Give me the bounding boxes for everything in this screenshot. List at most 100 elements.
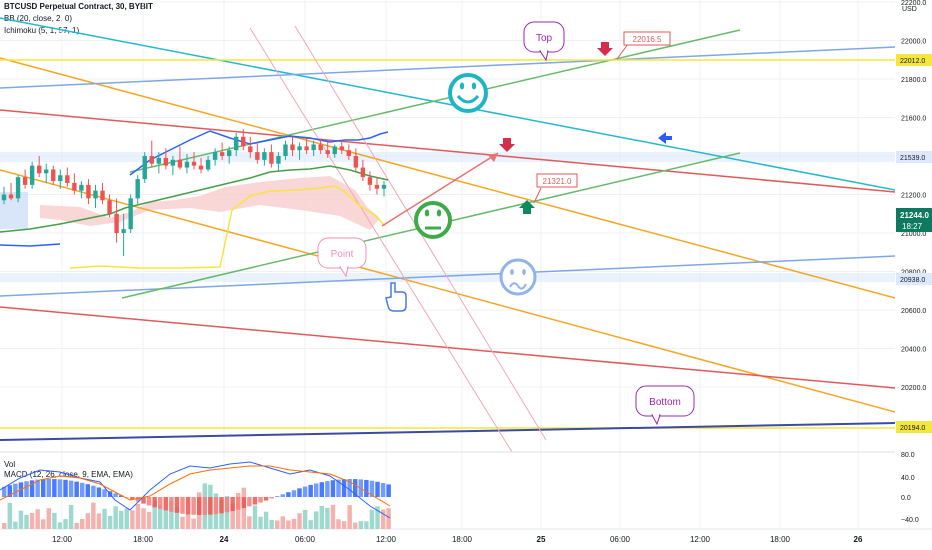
volume-bar — [308, 520, 313, 529]
volume-bar — [319, 505, 325, 529]
macd-bar — [174, 497, 180, 513]
buy-arrow-icon — [519, 200, 535, 214]
axis-label-mid: 21539.0 — [896, 151, 932, 163]
macd-bar — [41, 479, 46, 497]
volume-bar — [107, 515, 113, 529]
ichimoku-indicator-label[interactable]: Ichimoku (5, 1, 57, 1) — [4, 26, 80, 35]
macd-line — [0, 461, 391, 519]
volume-bar — [275, 520, 280, 529]
time-tick-label: 24 — [220, 535, 229, 544]
candle-body — [51, 169, 56, 182]
volume-bar — [269, 519, 274, 529]
candle-body — [8, 194, 14, 199]
green-trendline-upper — [129, 29, 741, 173]
volume-bar — [63, 519, 68, 529]
macd-bar — [74, 481, 79, 497]
macd-bar — [275, 496, 280, 497]
axis-label-top: 22012.0 — [896, 54, 932, 66]
bb-basis — [0, 165, 389, 233]
callout-22016: 22016.5 — [616, 31, 671, 60]
candle-body — [191, 161, 197, 166]
cyan-trendline — [0, 17, 896, 191]
macd-bar — [330, 480, 336, 497]
trend-lines — [0, 17, 896, 453]
volume-bar — [46, 508, 52, 529]
volume-bar — [91, 502, 96, 529]
macd-bar — [163, 497, 169, 511]
volume-bar — [375, 506, 380, 529]
candle-body — [290, 144, 295, 151]
macd-bar — [236, 497, 241, 510]
volume-bar — [113, 506, 118, 529]
volume-bar — [102, 508, 107, 529]
time-tick-label: 12:00 — [376, 535, 397, 544]
volume-bar — [124, 508, 130, 529]
macd-tick-label: −40.0 — [901, 517, 919, 524]
volume-bar — [247, 516, 252, 529]
volume-bar — [135, 503, 141, 529]
volume-bar — [280, 516, 286, 529]
red-trendline-upper — [0, 109, 896, 193]
macd-bar — [202, 497, 208, 515]
volume-bar — [52, 512, 57, 529]
price-tick-label: 22000.0 — [901, 39, 926, 46]
volume-bar — [314, 511, 319, 529]
candle-body — [367, 177, 373, 185]
volume-bar — [219, 499, 224, 529]
volume-bar — [224, 496, 230, 529]
macd-bar — [102, 489, 107, 497]
candle-body — [339, 146, 344, 151]
time-axis[interactable]: 12:00 18:00 24 06:00 12:00 18:00 25 06:00 12:00 1… — [52, 535, 863, 544]
volume-bar — [35, 509, 40, 529]
orange-trendline-upper — [0, 57, 896, 299]
ichimoku-cloud — [40, 176, 380, 230]
price-tick-label: 20400.0 — [901, 347, 926, 354]
volume-label[interactable]: Vol — [4, 460, 16, 469]
bottom-bubble: Bottom — [635, 385, 695, 426]
candle-body — [65, 175, 70, 183]
candle-body — [241, 136, 246, 147]
bb-indicator-label[interactable]: BB (20, close, 2, 0) — [4, 14, 73, 23]
volume-bar — [29, 513, 35, 529]
axis-label-low: 20938.0 — [896, 273, 932, 285]
candle-body — [276, 156, 281, 164]
volume-bar — [96, 513, 102, 529]
macd-bar — [230, 497, 235, 512]
price-tick-label: 20200.0 — [901, 385, 926, 392]
volume-bar — [80, 518, 85, 529]
svg-text:21539.0: 21539.0 — [900, 155, 925, 162]
volume-bar — [330, 504, 336, 529]
candle-body — [1, 194, 7, 201]
macd-bar — [258, 497, 263, 503]
volume-bar — [41, 519, 46, 529]
volume-bar — [180, 516, 185, 529]
candle-body — [163, 157, 169, 166]
macd-bar — [68, 480, 74, 497]
candle-body — [79, 184, 84, 191]
svg-text:20938.0: 20938.0 — [900, 277, 925, 284]
volume-bar — [258, 516, 263, 529]
blue-trendline-lower — [0, 255, 896, 297]
macd-bar — [119, 495, 124, 497]
price-tick-label: 21600.0 — [901, 116, 926, 123]
candle-body — [269, 152, 274, 164]
candle-body — [44, 169, 49, 174]
macd-bar — [158, 497, 163, 509]
candle-body — [297, 146, 302, 151]
candle-body — [360, 167, 366, 178]
left-arrow-icon — [658, 132, 672, 144]
svg-text:18:27: 18:27 — [902, 222, 923, 231]
candle-body — [311, 144, 316, 151]
candle-body — [142, 156, 147, 180]
macd-histogram — [2, 479, 391, 515]
currency-label: USD — [902, 6, 917, 13]
macd-bar — [13, 483, 18, 497]
volume-bar — [174, 507, 180, 529]
macd-bar — [146, 497, 152, 506]
volume-bar — [364, 521, 369, 529]
top-bubble-text: Top — [536, 33, 553, 44]
macd-bar — [347, 479, 352, 497]
candles — [1, 129, 387, 257]
candle-body — [86, 184, 91, 199]
